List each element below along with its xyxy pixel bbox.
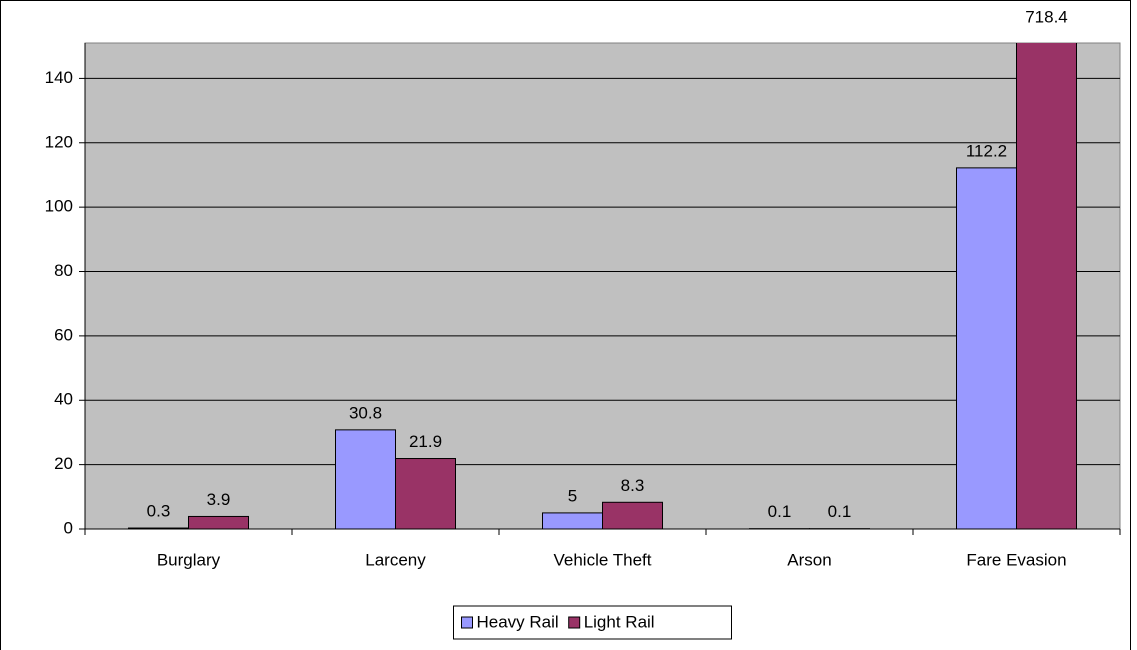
data-label: 0.3 [147, 502, 171, 521]
y-tick-label: 100 [45, 197, 73, 216]
legend-label: Heavy Rail [477, 612, 559, 631]
data-label: 0.1 [768, 502, 792, 521]
data-label: 21.9 [409, 432, 442, 451]
data-label: 3.9 [207, 490, 231, 509]
x-tick-label: Burglary [157, 550, 221, 569]
x-tick-label: Vehicle Theft [554, 550, 652, 569]
data-label: 5 [568, 486, 577, 505]
y-tick-label: 140 [45, 68, 73, 87]
legend-swatch [461, 616, 473, 629]
x-tick-label: Larceny [365, 550, 426, 569]
data-label: 0.1 [828, 502, 852, 521]
data-label: 718.4 [1025, 7, 1068, 26]
bar [956, 167, 1017, 529]
legend-label: Light Rail [584, 612, 655, 631]
bar [1016, 43, 1077, 529]
bar [335, 429, 396, 529]
y-tick-label: 20 [54, 454, 73, 473]
bar [188, 515, 249, 529]
legend-swatch [568, 616, 581, 629]
data-label: 8.3 [621, 476, 645, 495]
y-tick-label: 60 [54, 325, 73, 344]
x-tick-label: Fare Evasion [966, 550, 1066, 569]
y-tick-label: 120 [45, 132, 73, 151]
data-label: 30.8 [349, 403, 382, 422]
legend-box [453, 605, 732, 640]
x-tick-label: Arson [787, 550, 831, 569]
bar [602, 501, 663, 529]
bar [395, 458, 456, 529]
bars [128, 43, 1077, 529]
y-tick-label: 80 [54, 261, 73, 280]
y-tick-label: 40 [54, 390, 73, 409]
bar [542, 512, 603, 529]
data-label: 112.2 [966, 141, 1007, 160]
bar [128, 527, 189, 529]
plot-area [84, 42, 1121, 530]
y-tick-label: 0 [64, 518, 73, 537]
